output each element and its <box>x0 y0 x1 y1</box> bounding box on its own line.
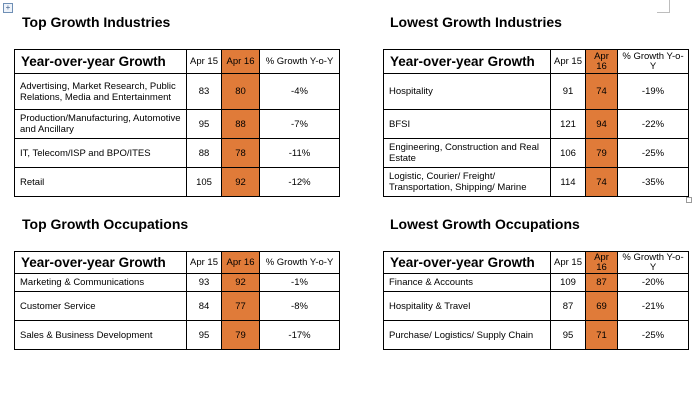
header-apr16: Apr 16 <box>221 251 260 274</box>
header-apr15: Apr 15 <box>550 49 586 74</box>
row-label: Production/Manufacturing, Automotive and… <box>14 109 187 139</box>
row-apr16: 79 <box>221 320 260 350</box>
header-apr15: Apr 15 <box>550 251 586 274</box>
row-label: BFSI <box>383 109 551 139</box>
row-apr15: 95 <box>550 320 586 350</box>
row-growth: -8% <box>259 291 340 321</box>
row-growth: -11% <box>259 138 340 168</box>
table-lowest-occupations: Year-over-year Growth Apr 15 Apr 16 % Gr… <box>383 251 689 350</box>
row-growth: -35% <box>617 167 689 197</box>
page-corner-mark <box>657 0 670 13</box>
row-apr16: 69 <box>585 291 618 321</box>
table-row: Marketing & Communications 93 92 -1% <box>14 273 340 292</box>
row-apr16: 92 <box>221 167 260 197</box>
row-apr15: 95 <box>186 109 222 139</box>
row-apr15: 91 <box>550 73 586 110</box>
header-apr16: Apr 16 <box>585 49 618 74</box>
row-apr15: 88 <box>186 138 222 168</box>
row-apr15: 95 <box>186 320 222 350</box>
table-row: Hospitality & Travel 87 69 -21% <box>383 291 689 321</box>
table-row: Advertising, Market Research, Public Rel… <box>14 73 340 110</box>
row-growth: -4% <box>259 73 340 110</box>
row-label: Marketing & Communications <box>14 273 187 292</box>
row-growth: -12% <box>259 167 340 197</box>
row-growth: -20% <box>617 273 689 292</box>
header-title: Year-over-year Growth <box>383 251 551 274</box>
header-apr16: Apr 16 <box>585 251 618 274</box>
row-apr15: 106 <box>550 138 586 168</box>
row-apr16: 92 <box>221 273 260 292</box>
row-apr16: 74 <box>585 73 618 110</box>
table-lowest-industries: Year-over-year Growth Apr 15 Apr 16 % Gr… <box>383 49 689 197</box>
header-title: Year-over-year Growth <box>383 49 551 74</box>
section-title-top-industries: Top Growth Industries <box>22 14 171 30</box>
header-apr16: Apr 16 <box>221 49 260 74</box>
table-row: Customer Service 84 77 -8% <box>14 291 340 321</box>
table-row: Engineering, Construction and Real Estat… <box>383 138 689 168</box>
header-title: Year-over-year Growth <box>14 49 187 74</box>
table-row: IT, Telecom/ISP and BPO/ITES 88 78 -11% <box>14 138 340 168</box>
row-label: Logistic, Courier/ Freight/ Transportati… <box>383 167 551 197</box>
table-move-handle-icon[interactable]: + <box>3 3 13 13</box>
row-label: Hospitality & Travel <box>383 291 551 321</box>
header-apr15: Apr 15 <box>186 251 222 274</box>
row-apr15: 87 <box>550 291 586 321</box>
row-apr15: 105 <box>186 167 222 197</box>
row-apr16: 94 <box>585 109 618 139</box>
row-apr16: 71 <box>585 320 618 350</box>
row-growth: -19% <box>617 73 689 110</box>
row-apr16: 79 <box>585 138 618 168</box>
table-row: Production/Manufacturing, Automotive and… <box>14 109 340 139</box>
table-row: Finance & Accounts 109 87 -20% <box>383 273 689 292</box>
row-label: Customer Service <box>14 291 187 321</box>
row-apr16: 87 <box>585 273 618 292</box>
row-apr16: 80 <box>221 73 260 110</box>
table-row: Logistic, Courier/ Freight/ Transportati… <box>383 167 689 197</box>
row-apr15: 114 <box>550 167 586 197</box>
table-top-industries: Year-over-year Growth Apr 15 Apr 16 % Gr… <box>14 49 340 197</box>
row-label: IT, Telecom/ISP and BPO/ITES <box>14 138 187 168</box>
row-label: Hospitality <box>383 73 551 110</box>
header-growth: % Growth Y-o-Y <box>259 251 340 274</box>
row-apr15: 93 <box>186 273 222 292</box>
header-apr15: Apr 15 <box>186 49 222 74</box>
row-label: Purchase/ Logistics/ Supply Chain <box>383 320 551 350</box>
table-row: Retail 105 92 -12% <box>14 167 340 197</box>
row-apr15: 83 <box>186 73 222 110</box>
table-row: Hospitality 91 74 -19% <box>383 73 689 110</box>
row-growth: -25% <box>617 138 689 168</box>
header-growth: % Growth Y-o-Y <box>259 49 340 74</box>
row-label: Sales & Business Development <box>14 320 187 350</box>
header-growth: % Growth Y-o-Y <box>617 49 689 74</box>
section-title-lowest-industries: Lowest Growth Industries <box>390 14 562 30</box>
row-apr15: 84 <box>186 291 222 321</box>
table-row: Sales & Business Development 95 79 -17% <box>14 320 340 350</box>
row-growth: -1% <box>259 273 340 292</box>
row-label: Retail <box>14 167 187 197</box>
row-apr16: 88 <box>221 109 260 139</box>
table-row: BFSI 121 94 -22% <box>383 109 689 139</box>
row-apr16: 78 <box>221 138 260 168</box>
header-title: Year-over-year Growth <box>14 251 187 274</box>
row-label: Advertising, Market Research, Public Rel… <box>14 73 187 110</box>
section-title-top-occupations: Top Growth Occupations <box>22 216 189 232</box>
row-growth: -17% <box>259 320 340 350</box>
row-growth: -25% <box>617 320 689 350</box>
row-label: Finance & Accounts <box>383 273 551 292</box>
row-growth: -22% <box>617 109 689 139</box>
table-top-occupations: Year-over-year Growth Apr 15 Apr 16 % Gr… <box>14 251 340 350</box>
row-apr15: 121 <box>550 109 586 139</box>
row-growth: -21% <box>617 291 689 321</box>
header-growth: % Growth Y-o-Y <box>617 251 689 274</box>
row-label: Engineering, Construction and Real Estat… <box>383 138 551 168</box>
row-apr16: 74 <box>585 167 618 197</box>
row-apr16: 77 <box>221 291 260 321</box>
row-apr15: 109 <box>550 273 586 292</box>
section-title-lowest-occupations: Lowest Growth Occupations <box>390 216 580 232</box>
table-resize-handle[interactable] <box>686 197 692 203</box>
row-growth: -7% <box>259 109 340 139</box>
table-row: Purchase/ Logistics/ Supply Chain 95 71 … <box>383 320 689 350</box>
